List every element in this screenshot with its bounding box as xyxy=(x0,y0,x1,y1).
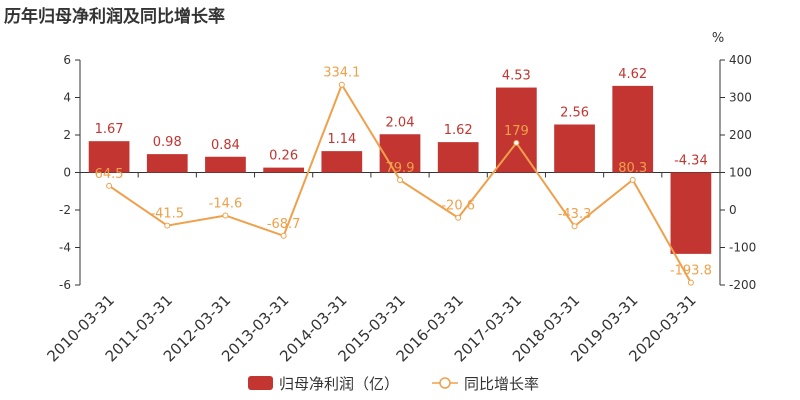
y-left-tick-label: -4 xyxy=(59,241,71,255)
line-value-label: -14.6 xyxy=(209,196,243,211)
y-right-unit: % xyxy=(712,31,724,46)
bar-series xyxy=(88,85,712,254)
bar-value-label: 0.98 xyxy=(153,135,182,150)
y-left-tick-label: 0 xyxy=(63,166,71,180)
y-right-tick-label: 300 xyxy=(729,91,752,105)
bar-value-label: 2.04 xyxy=(386,115,415,130)
legend-bar-swatch xyxy=(248,376,273,390)
line-value-label: -193.8 xyxy=(670,264,712,279)
axes: -6-4-20246-200-1000100200300400%2010-03-… xyxy=(44,31,757,365)
line-value-label: 334.1 xyxy=(323,66,360,81)
bar-value-label: 1.62 xyxy=(444,123,473,138)
bar-value-label: 1.67 xyxy=(95,122,124,137)
bar xyxy=(379,134,421,173)
line-value-label: 179 xyxy=(504,124,529,139)
bar xyxy=(437,142,479,173)
bar-value-label: 4.62 xyxy=(618,67,647,82)
line-point xyxy=(397,177,403,184)
line-value-label: 80.3 xyxy=(618,161,647,176)
line-point xyxy=(571,223,578,230)
bar xyxy=(321,151,363,173)
legend-line-marker xyxy=(439,377,451,389)
y-left-tick-label: 2 xyxy=(63,128,71,142)
y-right-tick-label: -200 xyxy=(729,278,756,292)
y-left-tick-label: -2 xyxy=(59,203,71,217)
bar xyxy=(496,87,537,173)
line-point xyxy=(687,279,694,286)
bar-value-label: 1.14 xyxy=(327,132,356,147)
line-value-label: -43.3 xyxy=(558,207,592,222)
line-value-label: 64.5 xyxy=(95,167,124,182)
bar xyxy=(146,154,188,173)
line-point xyxy=(338,81,345,88)
line-value-label: -41.5 xyxy=(150,207,184,222)
bar xyxy=(612,85,654,173)
y-left-tick-label: 6 xyxy=(63,53,71,67)
data-labels: 1.67 0.98 0.84 0.26 1.14 2.04 1.62 4.53 2.56 4.62… xyxy=(95,66,712,279)
line-series xyxy=(106,81,694,286)
bar-value-label: 4.53 xyxy=(502,69,531,84)
y-left-tick-label: -6 xyxy=(59,278,71,292)
line-point xyxy=(106,182,113,189)
line-value-label: 79.9 xyxy=(386,161,415,176)
bar-value-label: -4.34 xyxy=(674,154,708,169)
bar xyxy=(670,172,712,254)
line-point xyxy=(455,214,462,221)
y-right-tick-label: 100 xyxy=(729,166,752,180)
line-value-label: -68.7 xyxy=(267,217,301,232)
y-right-tick-label: 0 xyxy=(729,203,737,217)
line-value-label: -20.6 xyxy=(441,199,475,214)
line-point xyxy=(280,232,287,239)
y-left-tick-label: 4 xyxy=(63,91,71,105)
legend-bar-label: 归母净利润（亿） xyxy=(279,375,399,393)
y-right-tick-label: 200 xyxy=(729,128,752,142)
y-right-tick-label: -100 xyxy=(729,241,756,255)
bar xyxy=(263,167,304,173)
bar-value-label: 0.26 xyxy=(269,149,298,164)
bar xyxy=(554,124,595,173)
legend[interactable]: 归母净利润（亿） 同比增长率 xyxy=(248,375,539,393)
bar-value-label: 2.56 xyxy=(560,106,589,121)
line-point xyxy=(629,176,636,183)
bar-value-label: 0.84 xyxy=(211,138,240,153)
bar xyxy=(205,156,246,173)
bar xyxy=(88,141,130,173)
chart-title: 历年归母净利润及同比增长率 xyxy=(4,7,225,27)
line-point xyxy=(164,222,171,229)
line-point xyxy=(222,212,229,219)
y-right-tick-label: 400 xyxy=(729,53,752,67)
legend-line-label: 同比增长率 xyxy=(464,375,539,393)
line-point xyxy=(513,139,520,146)
